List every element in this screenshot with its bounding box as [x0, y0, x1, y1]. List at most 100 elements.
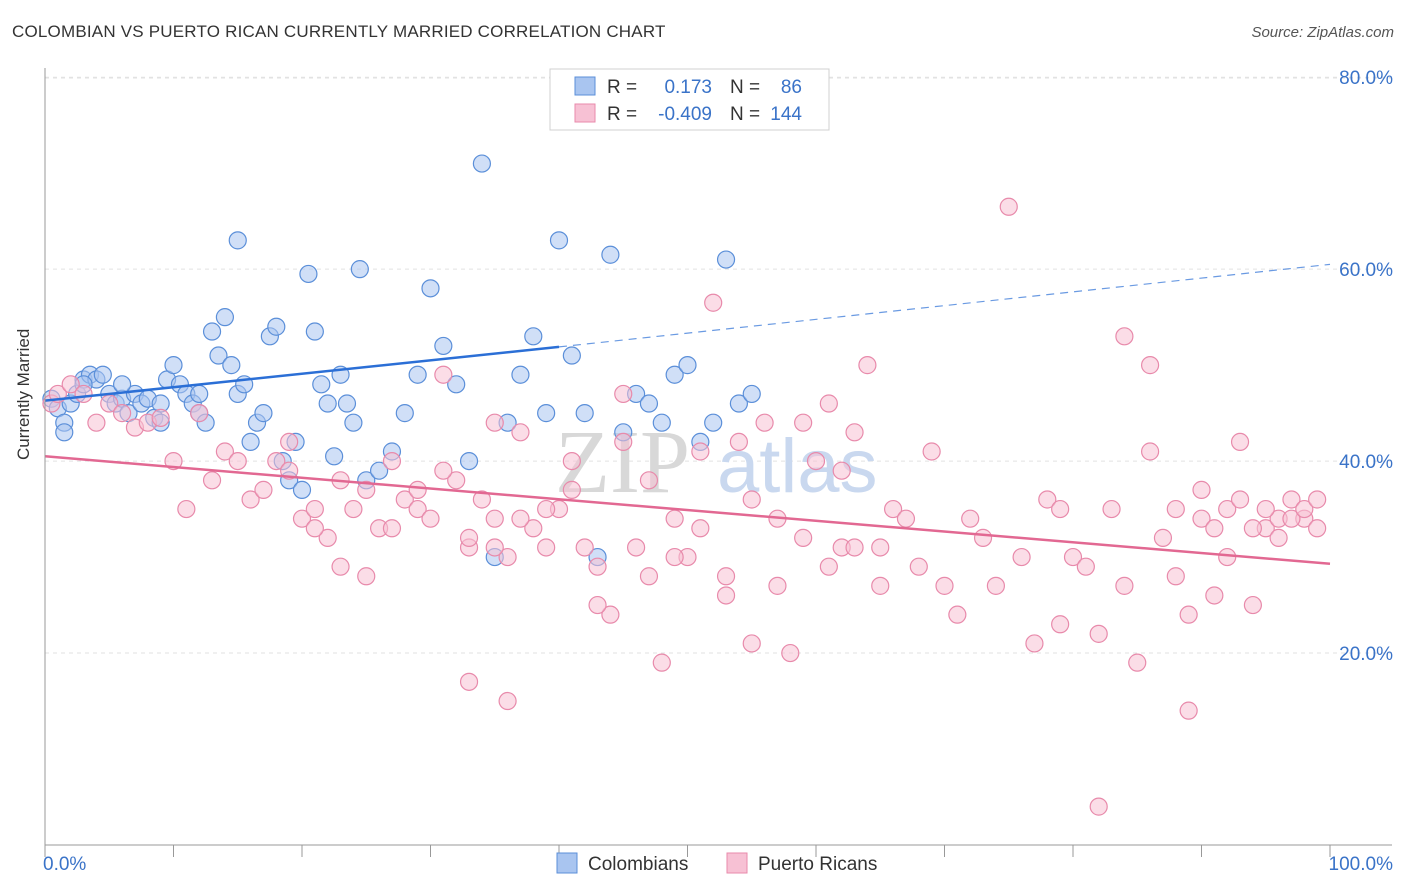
data-point-puerto-rican: [1192, 480, 1211, 499]
data-point-puerto-rican: [318, 528, 337, 547]
data-point-colombian: [601, 245, 620, 264]
data-point-puerto-rican: [1166, 499, 1185, 519]
data-point-colombian: [292, 480, 312, 499]
data-point-puerto-rican: [562, 451, 581, 471]
data-point-puerto-rican: [806, 451, 826, 471]
data-point-puerto-rican: [408, 499, 427, 519]
data-point-puerto-rican: [575, 538, 594, 557]
data-point-puerto-rican: [614, 384, 633, 404]
data-point-puerto-rican: [1115, 327, 1134, 346]
series-colombians: [42, 154, 761, 567]
trend-line-colombians: [44, 345, 560, 402]
data-point-colombian: [575, 404, 594, 423]
data-point-puerto-rican: [1038, 490, 1057, 509]
data-point-colombian: [305, 322, 324, 341]
data-point-puerto-rican: [498, 691, 517, 711]
data-point-puerto-rican: [935, 576, 954, 595]
data-point-puerto-rican: [922, 442, 941, 461]
data-point-colombian: [459, 451, 479, 471]
data-point-puerto-rican: [665, 509, 684, 528]
data-point-puerto-rican: [177, 499, 196, 519]
data-point-puerto-rican: [909, 557, 928, 576]
data-point-puerto-rican: [1128, 653, 1147, 672]
data-point-colombian: [716, 250, 736, 269]
data-point-puerto-rican: [421, 509, 440, 528]
data-point-puerto-rican: [1051, 615, 1070, 634]
data-point-puerto-rican: [871, 576, 890, 595]
data-point-puerto-rican: [883, 499, 903, 519]
data-point-puerto-rican: [151, 408, 170, 428]
data-point-puerto-rican: [511, 423, 530, 442]
data-point-colombian: [408, 365, 427, 384]
data-point-puerto-rican: [1205, 586, 1224, 605]
bottom-legend-swatch-pink: [726, 852, 748, 874]
data-point-puerto-rican: [1230, 490, 1250, 509]
chart-title: COLOMBIAN VS PUERTO RICAN CURRENTLY MARR…: [12, 22, 666, 41]
data-point-colombian: [678, 356, 697, 375]
data-point-colombian: [299, 264, 318, 284]
data-point-colombian: [742, 384, 761, 404]
data-point-puerto-rican: [395, 490, 414, 509]
data-point-puerto-rican: [1308, 490, 1327, 509]
data-point-puerto-rican: [588, 557, 607, 576]
data-point-puerto-rican: [254, 480, 273, 499]
data-point-puerto-rican: [948, 605, 967, 624]
data-point-puerto-rican: [447, 471, 466, 490]
data-point-puerto-rican: [729, 432, 749, 452]
data-point-puerto-rican: [1089, 624, 1108, 643]
data-point-puerto-rican: [228, 451, 247, 471]
data-point-puerto-rican: [768, 576, 787, 595]
data-point-colombian: [537, 404, 556, 423]
data-point-colombian: [344, 413, 363, 432]
data-point-puerto-rican: [267, 451, 286, 471]
data-point-puerto-rican: [164, 451, 183, 471]
data-point-puerto-rican: [871, 538, 890, 557]
data-point-puerto-rican: [1025, 634, 1044, 653]
data-point-puerto-rican: [742, 490, 761, 509]
y-tick-label: 40.0%: [1339, 452, 1393, 473]
data-point-colombian: [549, 231, 569, 250]
data-point-colombian: [665, 365, 684, 384]
data-point-puerto-rican: [74, 384, 93, 404]
data-point-puerto-rican: [472, 490, 491, 509]
data-point-puerto-rican: [1012, 547, 1031, 567]
data-point-puerto-rican: [1295, 499, 1314, 519]
legend-r-value-blue: 0.173: [664, 77, 712, 98]
data-point-colombian: [447, 375, 466, 394]
data-point-puerto-rican: [1140, 442, 1160, 461]
data-point-puerto-rican: [292, 509, 312, 528]
data-point-colombian: [209, 346, 228, 365]
data-point-puerto-rican: [716, 567, 736, 586]
series-puerto-ricans: [42, 197, 1327, 816]
data-point-puerto-rican: [61, 375, 80, 394]
data-point-puerto-rican: [716, 586, 736, 605]
data-point-puerto-rican: [755, 413, 774, 432]
data-point-colombian: [190, 384, 209, 404]
data-point-colombian: [312, 375, 331, 394]
legend-n-label-blue: N =: [730, 77, 760, 98]
data-point-puerto-rican: [562, 480, 581, 499]
data-point-colombian: [434, 336, 453, 356]
data-point-puerto-rican: [1063, 547, 1083, 567]
data-point-colombian: [164, 356, 183, 375]
data-point-puerto-rican: [999, 197, 1018, 216]
data-point-puerto-rican: [845, 423, 864, 442]
legend-swatch-blue: [574, 76, 596, 96]
legend-swatch-pink: [574, 103, 596, 123]
data-point-colombian: [267, 317, 286, 336]
data-point-puerto-rican: [858, 356, 877, 375]
trend-line-puerto-ricans: [44, 455, 1331, 566]
data-point-puerto-rican: [511, 509, 530, 528]
data-point-puerto-rican: [1153, 528, 1173, 547]
data-point-puerto-rican: [691, 519, 710, 538]
data-point-puerto-rican: [588, 595, 607, 615]
data-point-puerto-rican: [819, 557, 838, 576]
data-point-puerto-rican: [896, 509, 916, 528]
data-point-puerto-rican: [973, 528, 993, 547]
data-point-colombian: [222, 356, 241, 375]
data-point-puerto-rican: [794, 413, 813, 432]
y-tick-label: 80.0%: [1339, 68, 1393, 89]
data-point-puerto-rican: [1282, 509, 1301, 528]
data-point-colombian: [370, 461, 389, 480]
data-point-colombian: [215, 308, 234, 327]
